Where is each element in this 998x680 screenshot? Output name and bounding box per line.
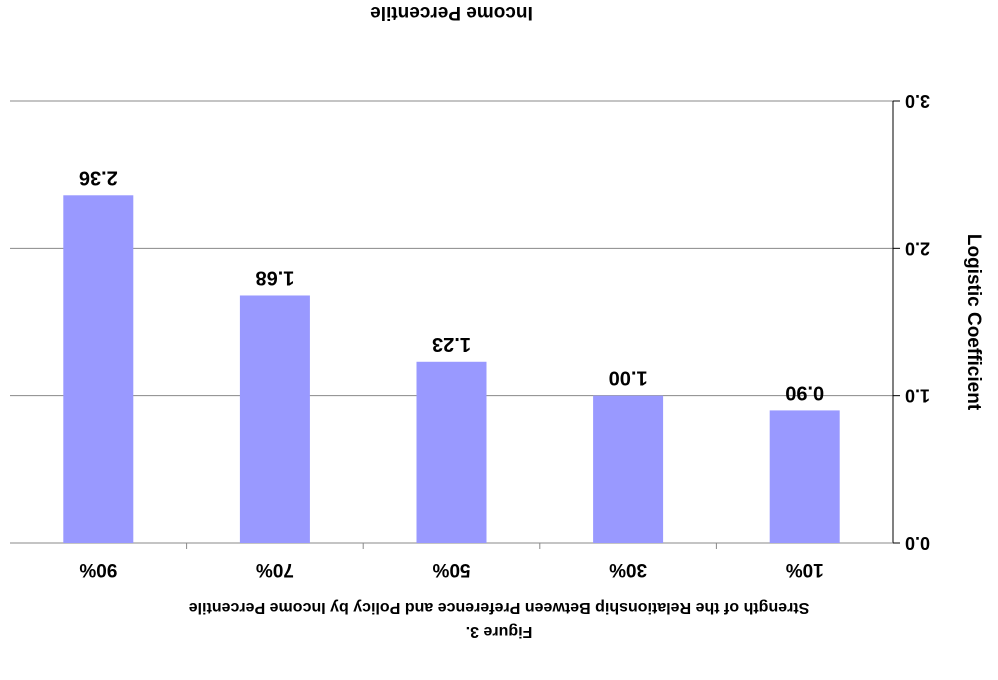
bar: [593, 395, 664, 543]
y-axis-label: Logistic Coefficient: [963, 234, 984, 411]
x-tick-label: 90%: [79, 559, 117, 580]
x-tick-label: 10%: [786, 559, 824, 580]
y-tick-label: 2.0: [905, 238, 930, 258]
bar: [239, 295, 310, 543]
bar-value-label: 0.90: [785, 381, 824, 403]
bar: [63, 195, 134, 543]
y-tick-label: 0.0: [905, 533, 930, 553]
x-tick-label: 30%: [609, 559, 647, 580]
x-tick-label: 50%: [432, 559, 470, 580]
bar-value-label: 1.00: [609, 367, 648, 389]
bars: 0.90 1.00 1.23 1.68 2.36: [63, 166, 840, 543]
x-axis-label: Income Percentile: [370, 2, 533, 23]
bar-value-label: 1.23: [432, 333, 471, 355]
bar-value-label: 2.36: [79, 166, 118, 188]
bar-value-label: 1.68: [255, 266, 294, 288]
y-tick-label: 3.0: [905, 91, 930, 111]
y-tick-label: 1.0: [905, 386, 930, 406]
bar: [769, 410, 840, 543]
bar: [416, 361, 487, 543]
y-axis: Logistic Coefficient 0.0 1.0 2.0 3.0: [892, 91, 984, 553]
x-tick-label: 70%: [256, 559, 294, 580]
x-axis: Income Percentile 10% 30% 50% 70% 90%: [10, 2, 893, 580]
